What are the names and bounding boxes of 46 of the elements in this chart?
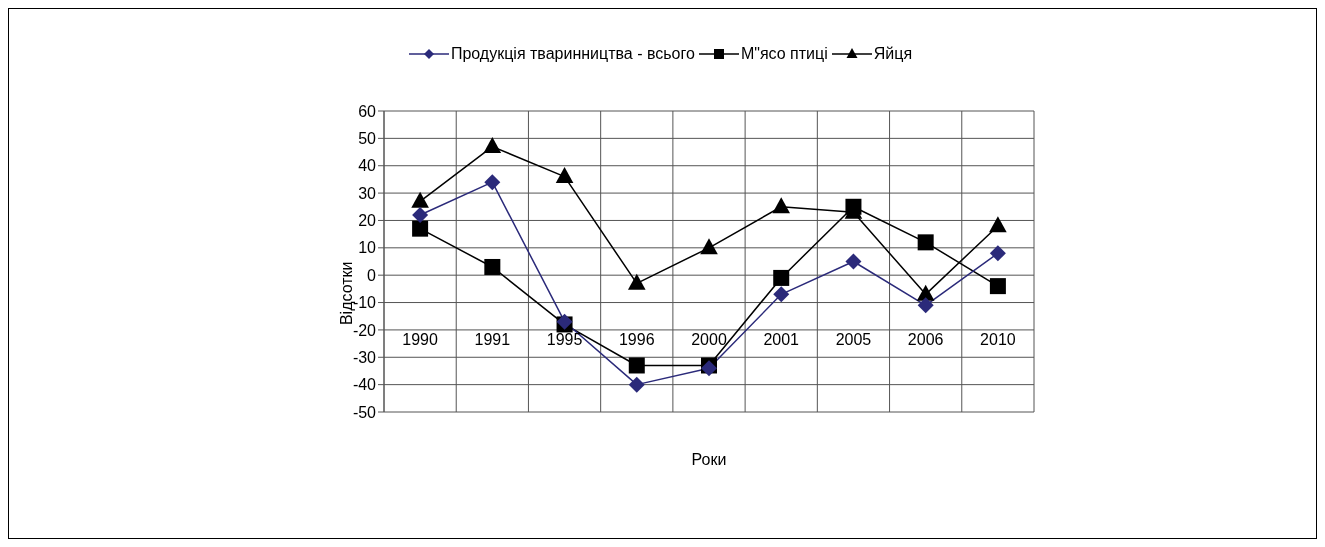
- point: [845, 198, 862, 215]
- point: [628, 357, 645, 374]
- point: [627, 273, 646, 290]
- x-tick-label: 1995: [546, 331, 583, 349]
- point: [773, 269, 790, 286]
- point: [917, 297, 934, 314]
- point: [628, 376, 645, 393]
- legend-label: Продукція тваринництва - всього: [450, 45, 695, 63]
- y-tick-label: -30: [352, 348, 377, 366]
- point: [845, 253, 862, 270]
- point: [484, 258, 501, 275]
- point: [772, 197, 791, 214]
- point: [412, 206, 429, 223]
- point: [412, 220, 429, 237]
- point: [484, 174, 501, 191]
- point: [989, 216, 1007, 233]
- point: [700, 238, 718, 255]
- point: [411, 191, 429, 208]
- y-tick-label: -50: [352, 403, 377, 421]
- point: [917, 234, 934, 251]
- y-tick-label: 10: [358, 239, 377, 257]
- x-tick-label: 2000: [691, 331, 727, 349]
- y-axis-title: Відсотки: [337, 261, 355, 326]
- y-tick-label: 0: [367, 266, 377, 284]
- point: [773, 286, 790, 303]
- y-tick-label: 40: [358, 157, 377, 175]
- x-tick-label: 1996: [618, 331, 655, 349]
- x-axis-title: Роки: [691, 451, 727, 468]
- x-tick-label: 2010: [980, 331, 1016, 349]
- point: [989, 278, 1006, 295]
- point: [555, 167, 574, 184]
- y-tick-label: -40: [352, 376, 377, 394]
- y-tick-label: 20: [358, 212, 377, 230]
- y-tick-label: -20: [352, 321, 377, 339]
- x-tick-label: 2001: [763, 331, 800, 349]
- y-tick-label: 30: [358, 184, 377, 202]
- x-tick-label: 2005: [835, 331, 872, 349]
- point: [989, 245, 1006, 262]
- legend-label: Яйця: [873, 45, 913, 63]
- legend-label: М"ясо птиці: [740, 45, 828, 63]
- point: [483, 136, 502, 153]
- x-tick-label: 2006: [907, 331, 944, 349]
- x-tick-label: 1991: [474, 331, 511, 349]
- y-tick-label: 50: [358, 130, 377, 148]
- x-tick-label: 1990: [402, 331, 439, 349]
- y-tick-label: 60: [358, 102, 377, 120]
